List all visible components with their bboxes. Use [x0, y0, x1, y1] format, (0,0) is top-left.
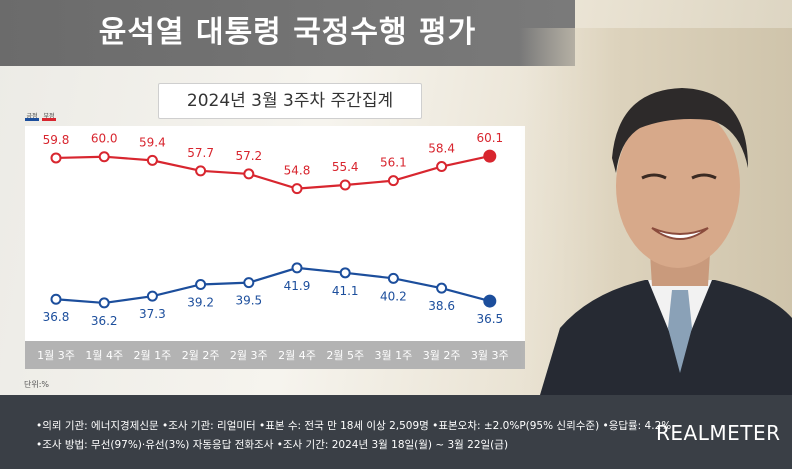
data-point	[436, 161, 448, 173]
x-tick-label: 1월 4주	[85, 349, 123, 362]
title-bar	[0, 0, 575, 66]
x-tick-label: 3월 3주	[471, 349, 509, 362]
data-label: 59.4	[139, 135, 166, 149]
data-point	[339, 267, 351, 279]
data-point	[387, 272, 399, 284]
data-point	[98, 297, 110, 309]
data-point	[50, 293, 62, 305]
line-chart: 1월 3주 1월 4주 2월 1주 2월 2주 2월 3주 2월 4주 2월 5주 3월 1주…	[37, 131, 509, 362]
legend-swatch-negative	[42, 118, 56, 121]
data-point	[291, 262, 303, 274]
series-line-0	[55, 155, 491, 190]
data-label: 38.6	[428, 299, 455, 313]
data-label: 60.1	[476, 131, 503, 145]
data-label: 36.5	[476, 312, 503, 326]
data-point	[387, 175, 399, 187]
chart-subtitle: 2024년 3월 3주차 주간집계	[158, 83, 422, 119]
x-tick-label: 1월 3주	[37, 349, 75, 362]
data-point	[50, 152, 62, 164]
data-point	[243, 277, 255, 289]
data-label: 36.8	[43, 310, 70, 324]
data-label: 37.3	[139, 307, 166, 321]
x-tick-label: 2월 5주	[326, 349, 364, 362]
brand-logo: REALMETER	[656, 421, 781, 445]
x-tick-label: 2월 3주	[230, 349, 268, 362]
data-label: 41.9	[284, 279, 311, 293]
data-label: 59.8	[43, 133, 70, 147]
legend-label-positive: 긍정	[26, 113, 38, 120]
data-point	[146, 154, 158, 166]
data-label: 41.1	[332, 284, 359, 298]
data-label: 57.2	[235, 149, 262, 163]
page-title: 윤석열 대통령 국정수행 평가	[98, 15, 477, 50]
data-point	[195, 165, 207, 177]
survey-info-line-1: •의뢰 기관: 에너지경제신문 •조사 기관: 리얼미터 •표본 수: 전국 만…	[36, 420, 672, 432]
data-label: 39.5	[235, 294, 262, 308]
data-label: 58.4	[428, 142, 455, 156]
data-point	[291, 183, 303, 195]
survey-info-line-2: •조사 방법: 무선(97%)·유선(3%) 자동응답 전화조사 •조사 기간:…	[36, 439, 509, 451]
data-point	[195, 278, 207, 290]
x-tick-label: 3월 2주	[423, 349, 461, 362]
footer-panel	[0, 395, 792, 469]
legend-swatch-positive	[25, 118, 39, 121]
x-tick-label: 3월 1주	[375, 349, 413, 362]
data-point	[339, 179, 351, 191]
x-tick-label: 2월 2주	[182, 349, 220, 362]
data-label: 39.2	[187, 295, 214, 309]
data-point	[483, 294, 497, 308]
data-label: 40.2	[380, 289, 407, 303]
data-point	[98, 151, 110, 163]
data-label: 55.4	[332, 160, 359, 174]
x-tick-label: 2월 4주	[278, 349, 316, 362]
data-point	[243, 168, 255, 180]
data-point	[483, 149, 497, 163]
data-label: 54.8	[284, 164, 311, 178]
data-point	[146, 290, 158, 302]
unit-label: 단위:%	[24, 380, 50, 389]
data-label: 56.1	[380, 156, 407, 170]
data-label: 36.2	[91, 314, 118, 328]
x-tick-label: 2월 1주	[134, 349, 172, 362]
series-line-1	[55, 266, 491, 305]
legend-label-negative: 부정	[43, 113, 55, 120]
x-axis-band	[25, 341, 525, 369]
data-label: 57.7	[187, 146, 214, 160]
data-label: 60.0	[91, 132, 118, 146]
data-point	[436, 282, 448, 294]
portrait-photo	[520, 28, 792, 395]
